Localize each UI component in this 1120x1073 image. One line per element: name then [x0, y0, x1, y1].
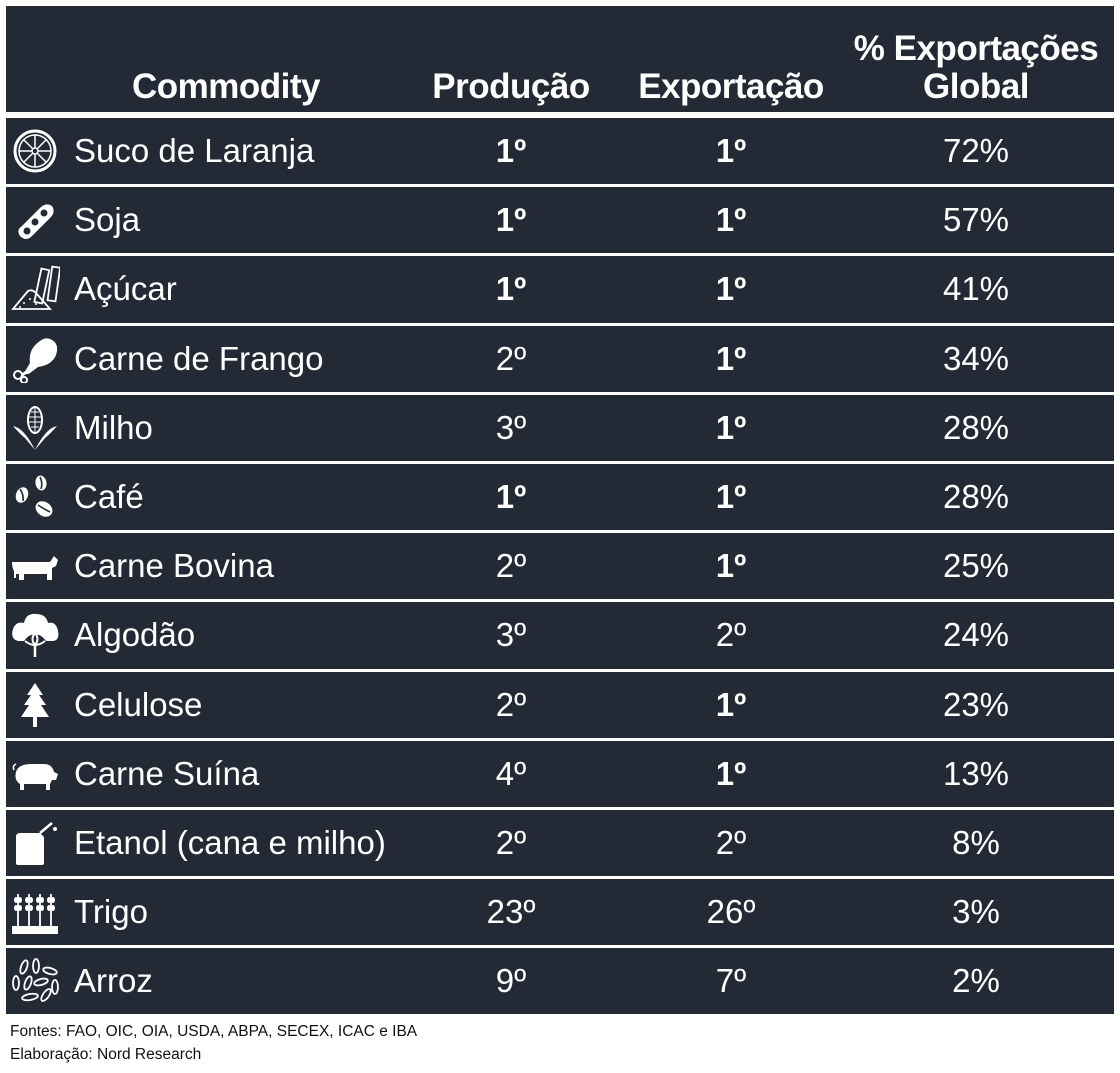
footer: Fontes: FAO, OIC, OIA, USDA, ABPA, SECEX… [10, 1020, 417, 1066]
table-row: Arroz 9º 7º 2% [6, 948, 1114, 1015]
global-export-share: 24% [942, 616, 1010, 654]
commodity-name: Milho [74, 408, 153, 446]
sugar-cane-icon [10, 265, 62, 313]
coffee-beans-icon [10, 473, 60, 521]
corn-icon [10, 404, 60, 452]
global-export-share: 3% [952, 893, 1000, 931]
production-rank: 3º [495, 408, 527, 446]
commodity-name: Carne Bovina [74, 547, 274, 585]
global-export-share: 28% [942, 408, 1010, 446]
commodity-name: Algodão [74, 616, 196, 654]
commodity-name: Celulose [74, 685, 203, 723]
export-rank: 2º [715, 616, 747, 654]
table-row: Café 1º 1º 28% [6, 463, 1114, 531]
production-rank: 3º [495, 616, 527, 654]
export-rank: 1º [715, 477, 747, 515]
table-header: Commodity Produção Exportação % Exportaç… [6, 6, 1114, 112]
commodity-name: Arroz [74, 962, 153, 1000]
production-rank: 1º [495, 270, 527, 308]
header-global-export-share: % Exportações Global [836, 30, 1116, 106]
commodity-name: Trigo [74, 893, 148, 931]
commodity-name: Carne de Frango [74, 339, 324, 377]
export-rank: 1º [715, 270, 747, 308]
global-export-share: 13% [942, 754, 1010, 792]
production-rank: 1º [495, 201, 527, 239]
cow-icon [10, 542, 60, 590]
global-export-share: 2% [952, 962, 1000, 1000]
export-rank: 26º [706, 893, 756, 931]
soybean-icon [10, 196, 60, 244]
production-rank: 2º [495, 685, 527, 723]
table-row: Soja 1º 1º 57% [6, 187, 1114, 254]
production-rank: 4º [495, 754, 527, 792]
table-row: Suco de Laranja 1º 1º 72% [6, 118, 1114, 185]
table-row: Carne Suína 4º 1º 13% [6, 740, 1114, 807]
export-rank: 1º [715, 339, 747, 377]
fuel-can-icon [10, 819, 60, 867]
pine-tree-icon [10, 681, 60, 729]
pig-icon [10, 750, 60, 798]
production-rank: 23º [486, 893, 536, 931]
rice-icon [10, 957, 60, 1005]
global-export-share: 72% [942, 132, 1010, 169]
table-row: Açúcar 1º 1º 41% [6, 256, 1114, 323]
export-rank: 1º [715, 547, 747, 585]
table-row: Milho 3º 1º 28% [6, 394, 1114, 461]
table-row: Trigo 23º 26º 3% [6, 879, 1114, 946]
orange-slice-icon [10, 127, 60, 175]
global-export-share: 41% [942, 270, 1010, 308]
global-export-share: 25% [942, 547, 1010, 585]
commodity-name: Soja [74, 201, 141, 239]
global-export-share: 23% [942, 685, 1010, 723]
export-rank: 1º [715, 685, 747, 723]
commodity-name: Carne Suína [74, 754, 260, 792]
global-export-share: 8% [952, 823, 1000, 861]
sources-note: Fontes: FAO, OIC, OIA, USDA, ABPA, SECEX… [10, 1023, 418, 1040]
commodity-name: Açúcar [74, 270, 177, 308]
wheat-icon [10, 888, 60, 936]
header-global-line2: Global [923, 67, 1029, 106]
commodity-name: Café [74, 477, 144, 515]
table-body: Suco de Laranja 1º 1º 72% Soja 1º 1º 57%… [6, 118, 1114, 1015]
table-row: Etanol (cana e milho) 2º 2º 8% [6, 809, 1114, 877]
table-row: Algodão 3º 2º 24% [6, 602, 1114, 669]
export-rank: 1º [715, 754, 747, 792]
production-rank: 2º [495, 547, 527, 585]
header-commodity: Commodity [132, 67, 321, 106]
header-exportacao: Exportação [638, 67, 824, 106]
production-rank: 2º [495, 339, 527, 377]
table-row: Carne Bovina 2º 1º 25% [6, 533, 1114, 600]
export-rank: 1º [715, 408, 747, 446]
credit-note: Elaboração: Nord Research [10, 1046, 202, 1063]
production-rank: 9º [495, 962, 527, 1000]
production-rank: 2º [495, 823, 527, 861]
export-rank: 7º [715, 962, 747, 1000]
table-row: Celulose 2º 1º 23% [6, 671, 1114, 738]
commodity-ranking-table: Commodity Produção Exportação % Exportaç… [6, 6, 1114, 1017]
cotton-icon [10, 611, 60, 659]
export-rank: 1º [715, 201, 747, 239]
commodity-name: Etanol (cana e milho) [74, 823, 386, 861]
production-rank: 1º [495, 132, 527, 169]
table-row: Carne de Frango 2º 1º 34% [6, 325, 1114, 392]
commodity-name: Suco de Laranja [74, 132, 315, 169]
header-global-line1: % Exportações [853, 29, 1099, 68]
global-export-share: 57% [942, 201, 1010, 239]
export-rank: 1º [715, 132, 747, 169]
global-export-share: 28% [942, 477, 1010, 515]
header-producao: Produção [432, 67, 590, 106]
production-rank: 1º [495, 477, 527, 515]
chicken-leg-icon [10, 335, 60, 384]
global-export-share: 34% [942, 339, 1010, 377]
export-rank: 2º [715, 823, 747, 861]
